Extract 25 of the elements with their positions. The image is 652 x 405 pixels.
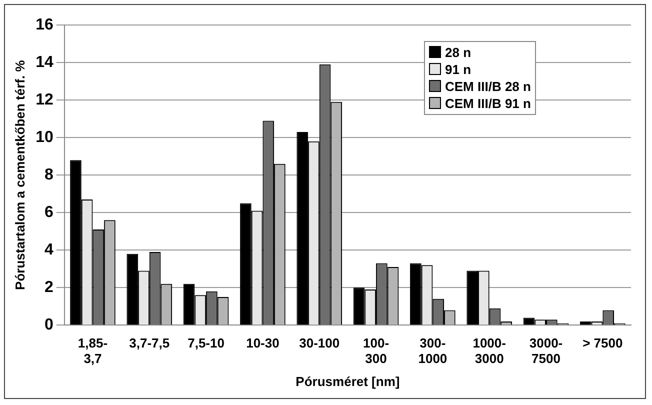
x-tick-label: 3000-7500 bbox=[529, 336, 563, 366]
x-axis-title: Pórusméret [nm] bbox=[296, 374, 400, 389]
y-tick-label: 14 bbox=[36, 54, 54, 71]
x-tick-label: 100-300 bbox=[363, 336, 390, 366]
y-tick-label: 8 bbox=[44, 166, 54, 184]
x-tick-label: 300-1000 bbox=[418, 336, 448, 366]
legend-label: 28 n bbox=[444, 44, 472, 61]
legend-label: 91 n bbox=[444, 61, 472, 78]
x-tick-label: 10-30 bbox=[246, 336, 280, 351]
legend-label: CEM III/B 28 n bbox=[444, 78, 531, 95]
x-tick-label: > 7500 bbox=[582, 336, 623, 351]
y-tick-label: 4 bbox=[44, 242, 54, 259]
y-axis-title: Pórustartalom a cementkőben térf. % bbox=[12, 60, 28, 290]
x-tick-label: 1000-3000 bbox=[472, 336, 506, 366]
y-tick-label: 10 bbox=[36, 128, 54, 146]
x-tick-label: 3,7-7,5 bbox=[129, 336, 170, 351]
y-tick-label: 6 bbox=[44, 204, 54, 222]
x-tick-label: 7,5-10 bbox=[188, 336, 224, 351]
x-tick-label: 30-100 bbox=[299, 336, 340, 351]
x-tick-label: 1,85-3,7 bbox=[78, 336, 108, 366]
y-tick-label: 0 bbox=[44, 316, 54, 334]
y-tick-label: 12 bbox=[36, 91, 54, 108]
legend-label: CEM III/B 91 n bbox=[444, 95, 531, 112]
y-tick-label: 2 bbox=[44, 279, 54, 296]
y-tick-label: 16 bbox=[36, 16, 54, 34]
